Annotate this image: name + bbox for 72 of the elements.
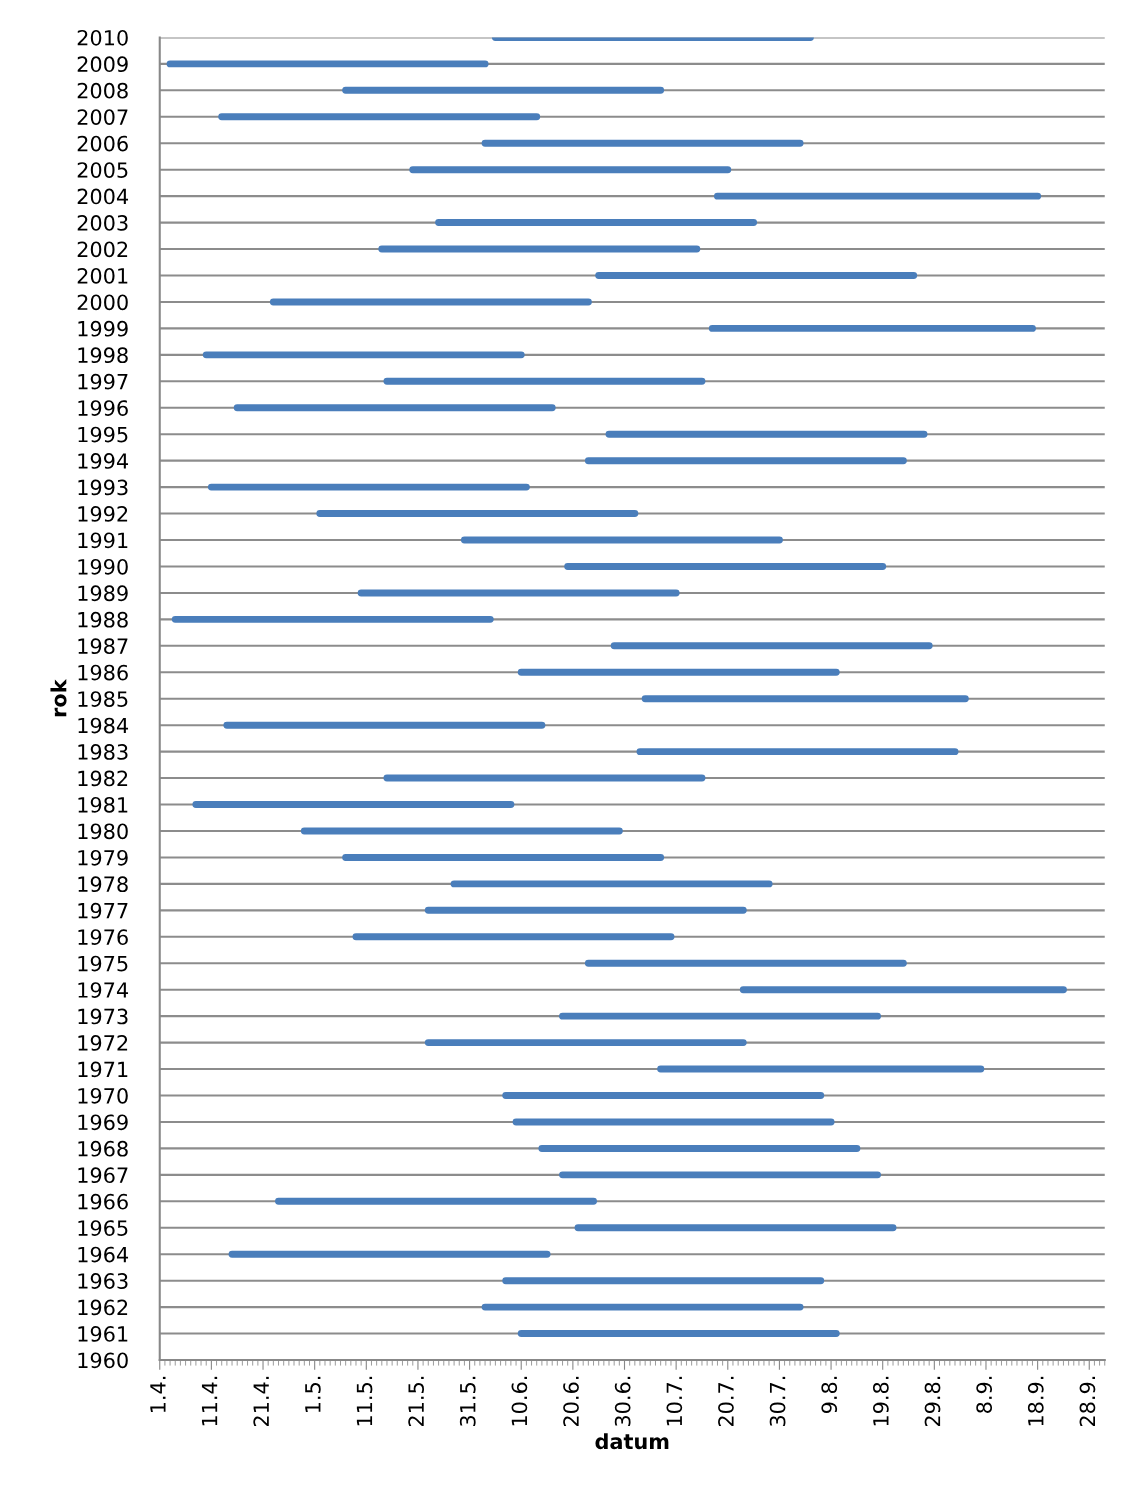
- y-tick-label: 1975: [78, 955, 128, 972]
- y-tick-label: 1991: [78, 532, 128, 549]
- y-tick-label: 2007: [77, 109, 128, 125]
- y-tick-label: 1986: [78, 664, 128, 681]
- x-tick-label: 10.7.: [666, 1376, 683, 1426]
- y-tick-label: 1995: [78, 426, 128, 443]
- y-tick-label: 1989: [78, 585, 128, 602]
- y-tick-label: 2000: [77, 294, 128, 311]
- y-tick-label: 1970: [78, 1087, 128, 1104]
- y-tick-label: 1997: [78, 373, 128, 390]
- y-tick-label: 1965: [78, 1220, 128, 1236]
- y-tick-label: 1987: [78, 638, 128, 655]
- y-tick-label: 2009: [77, 56, 128, 73]
- x-tick-label: 30.6.: [614, 1376, 631, 1427]
- y-tick-label: 1983: [78, 744, 128, 760]
- y-tick-label: 2005: [77, 162, 128, 178]
- x-tick-label: 8.9.: [976, 1376, 993, 1413]
- x-tick-label: 10.6.: [511, 1376, 528, 1426]
- x-tick-label: 29.8.: [924, 1376, 941, 1427]
- y-tick-label: 1996: [78, 400, 128, 416]
- x-tick-label: 21.5.: [408, 1376, 424, 1427]
- y-tick-label: 1966: [78, 1193, 128, 1210]
- y-tick-label: 1971: [78, 1061, 128, 1078]
- x-tick-label: 28.9.: [1079, 1376, 1096, 1427]
- x-tick-label: 19.8.: [872, 1376, 889, 1426]
- y-tick-label: 2008: [77, 82, 128, 99]
- x-tick-label: 11.4.: [201, 1376, 218, 1426]
- x-tick-label: 30.7.: [769, 1376, 786, 1427]
- x-tick-label: 18.9.: [1027, 1376, 1044, 1426]
- y-tick-label: 1980: [78, 823, 128, 840]
- y-tick-label: 1979: [78, 849, 128, 866]
- y-tick-label: 1976: [78, 929, 128, 945]
- y-tick-label: 1984: [78, 717, 129, 734]
- x-tick-label: 9.8.: [821, 1376, 838, 1414]
- y-tick-label: 2006: [77, 135, 128, 152]
- x-tick-label: 20.6.: [563, 1376, 579, 1427]
- y-tick-label: 1967: [78, 1167, 128, 1184]
- y-tick-label: 1963: [78, 1273, 128, 1289]
- x-tick-label: 21.4.: [253, 1376, 269, 1427]
- x-tick-label: 1.4.: [150, 1376, 166, 1413]
- y-tick-label: 2001: [77, 267, 128, 284]
- x-tick-label: 20.7.: [718, 1376, 734, 1427]
- y-tick-label: 1978: [78, 876, 128, 893]
- y-tick-label: 1992: [78, 506, 128, 522]
- x-tick-label: 11.5.: [356, 1376, 373, 1426]
- y-tick-label: 1993: [78, 479, 128, 496]
- y-axis-title: rok: [50, 679, 67, 717]
- y-tick-label: 2002: [77, 241, 128, 258]
- y-tick-label: 1994: [78, 453, 129, 469]
- y-tick-label: 1999: [78, 320, 128, 337]
- y-tick-label: 1968: [78, 1140, 128, 1157]
- y-tick-label: 1990: [78, 558, 128, 575]
- y-tick-label: 1961: [78, 1326, 128, 1342]
- y-tick-label: 1973: [78, 1008, 128, 1025]
- y-tick-label: 1988: [78, 611, 128, 628]
- y-tick-label: 1962: [78, 1299, 128, 1316]
- y-tick-label: 1974: [78, 982, 129, 998]
- y-tick-label: 1964: [78, 1246, 129, 1263]
- y-tick-label: 1960: [78, 1352, 128, 1369]
- y-tick-label: 1998: [78, 347, 128, 364]
- y-tick-label: 2003: [77, 215, 128, 231]
- x-axis-title: datum: [595, 1433, 669, 1450]
- y-tick-label: 1972: [78, 1035, 128, 1051]
- y-tick-label: 1969: [78, 1114, 128, 1131]
- y-tick-label: 1977: [78, 902, 128, 919]
- y-tick-label: 1985: [78, 691, 128, 707]
- y-tick-label: 1981: [78, 796, 128, 813]
- y-tick-label: 2010: [77, 29, 128, 46]
- x-tick-label: 31.5.: [459, 1376, 476, 1427]
- y-tick-label: 2004: [77, 188, 129, 205]
- x-tick-label: 1.5.: [305, 1376, 321, 1413]
- y-tick-label: 1982: [78, 770, 128, 787]
